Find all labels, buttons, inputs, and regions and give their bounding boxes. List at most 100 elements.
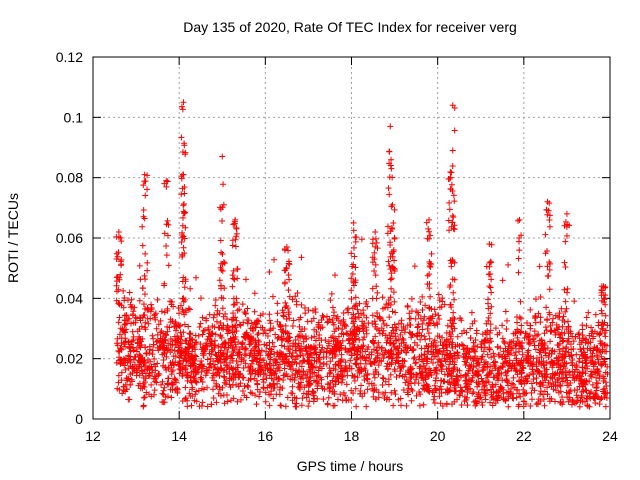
data-point bbox=[407, 315, 414, 322]
data-point bbox=[142, 250, 149, 257]
data-point bbox=[527, 306, 534, 313]
data-point bbox=[533, 379, 540, 386]
data-point bbox=[569, 368, 576, 375]
data-point bbox=[462, 373, 469, 380]
data-point bbox=[532, 346, 539, 353]
data-point bbox=[200, 328, 207, 335]
y-tick-label: 0.04 bbox=[56, 290, 83, 306]
data-point bbox=[390, 220, 397, 227]
data-point bbox=[140, 206, 147, 213]
data-point bbox=[421, 333, 428, 340]
data-point bbox=[115, 372, 122, 379]
data-point bbox=[327, 358, 334, 365]
data-point bbox=[289, 323, 296, 330]
data-point bbox=[485, 314, 492, 321]
data-point bbox=[419, 326, 426, 333]
data-point bbox=[519, 351, 526, 358]
data-point bbox=[345, 309, 352, 316]
data-point bbox=[143, 350, 150, 357]
data-point bbox=[378, 344, 385, 351]
data-point bbox=[382, 389, 389, 396]
data-point bbox=[422, 336, 429, 343]
data-point bbox=[197, 320, 204, 327]
data-point bbox=[281, 343, 288, 350]
data-point bbox=[253, 401, 260, 408]
data-point bbox=[254, 331, 261, 338]
data-point bbox=[603, 382, 610, 389]
data-point bbox=[386, 191, 393, 198]
x-axis-title: GPS time / hours bbox=[297, 458, 404, 474]
data-point bbox=[145, 320, 152, 327]
data-point bbox=[436, 316, 443, 323]
data-point bbox=[347, 357, 354, 364]
data-point bbox=[120, 287, 127, 294]
data-point bbox=[136, 297, 143, 304]
data-point bbox=[251, 308, 258, 315]
data-point bbox=[331, 272, 338, 279]
data-point bbox=[446, 206, 453, 213]
data-point bbox=[182, 209, 189, 216]
data-point bbox=[517, 298, 524, 305]
data-point bbox=[494, 343, 501, 350]
data-point bbox=[182, 384, 189, 391]
data-point bbox=[220, 181, 227, 188]
data-point bbox=[489, 402, 496, 409]
data-point bbox=[436, 297, 443, 304]
data-point bbox=[226, 381, 233, 388]
data-point bbox=[285, 271, 292, 278]
data-point bbox=[500, 348, 507, 355]
data-point bbox=[351, 253, 358, 260]
data-point bbox=[532, 296, 539, 303]
data-point bbox=[282, 299, 289, 306]
x-tick-label: 22 bbox=[516, 428, 532, 444]
data-point bbox=[254, 380, 261, 387]
data-point bbox=[229, 242, 236, 249]
data-point bbox=[385, 381, 392, 388]
data-point bbox=[237, 322, 244, 329]
data-point bbox=[516, 247, 523, 254]
data-point bbox=[383, 322, 390, 329]
data-point bbox=[373, 239, 380, 246]
data-point bbox=[353, 403, 360, 410]
data-point bbox=[547, 328, 554, 335]
data-point bbox=[514, 217, 521, 224]
data-point bbox=[514, 319, 521, 326]
data-point bbox=[565, 349, 572, 356]
data-point bbox=[435, 291, 442, 298]
data-point bbox=[372, 228, 379, 235]
data-point bbox=[562, 218, 569, 225]
data-point bbox=[517, 393, 524, 400]
data-point bbox=[140, 301, 147, 308]
data-point bbox=[448, 169, 455, 176]
data-point bbox=[270, 343, 277, 350]
data-point bbox=[492, 325, 499, 332]
data-point bbox=[602, 403, 609, 410]
data-point bbox=[515, 255, 522, 262]
data-point bbox=[505, 403, 512, 410]
data-point bbox=[340, 310, 347, 317]
data-point bbox=[426, 335, 433, 342]
data-point bbox=[438, 361, 445, 368]
data-point bbox=[244, 320, 251, 327]
data-point bbox=[180, 99, 187, 106]
data-point bbox=[404, 302, 411, 309]
data-point bbox=[583, 322, 590, 329]
data-point bbox=[571, 298, 578, 305]
data-point bbox=[116, 314, 123, 321]
data-point bbox=[379, 374, 386, 381]
data-point bbox=[535, 310, 542, 317]
data-point bbox=[293, 352, 300, 359]
data-point bbox=[266, 317, 273, 324]
data-point bbox=[364, 386, 371, 393]
data-point bbox=[352, 234, 359, 241]
data-point bbox=[286, 293, 293, 300]
data-point bbox=[219, 250, 226, 257]
data-point bbox=[478, 375, 485, 382]
data-point bbox=[221, 374, 228, 381]
data-point bbox=[210, 314, 217, 321]
data-point bbox=[260, 379, 267, 386]
data-point bbox=[580, 388, 587, 395]
data-point bbox=[602, 333, 609, 340]
data-point bbox=[532, 319, 539, 326]
data-point bbox=[310, 389, 317, 396]
